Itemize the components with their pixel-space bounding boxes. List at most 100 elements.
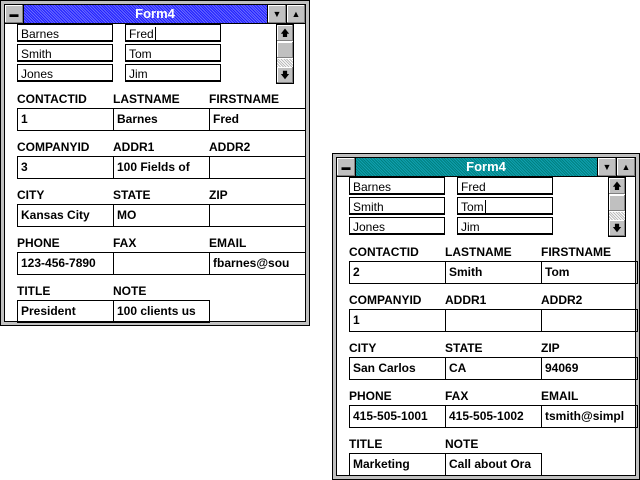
- companyid-field[interactable]: 1: [349, 309, 446, 332]
- addr2-label: ADDR2: [209, 140, 251, 154]
- contactid-label: CONTACTID: [17, 92, 87, 106]
- companyid-field[interactable]: 3: [17, 156, 114, 179]
- email-field[interactable]: fbarnes@sou: [209, 252, 306, 275]
- scroll-up-arrow-icon[interactable]: 🡅: [609, 178, 625, 194]
- list-scrollbar[interactable]: 🡅 🡇: [608, 177, 626, 237]
- fax-field[interactable]: 415-505-1002: [445, 405, 542, 428]
- list-cell-lastname[interactable]: Smith: [349, 197, 445, 215]
- title-bar[interactable]: ▬ Form4 ▼ ▲: [337, 158, 635, 177]
- zip-field[interactable]: [209, 204, 306, 227]
- companyid-label: COMPANYID: [349, 293, 422, 307]
- email-label: EMAIL: [541, 389, 579, 403]
- email-label: EMAIL: [209, 236, 247, 250]
- maximize-button[interactable]: ▲: [616, 158, 635, 176]
- addr2-field[interactable]: [209, 156, 306, 179]
- maximize-button[interactable]: ▲: [286, 5, 305, 23]
- phone-label: PHONE: [17, 236, 60, 250]
- title-field[interactable]: Marketing: [349, 453, 446, 476]
- title-label: TITLE: [349, 437, 383, 451]
- contactid-field[interactable]: 1: [17, 108, 114, 131]
- fax-label: FAX: [113, 236, 137, 250]
- cell-text: Tom: [129, 47, 152, 61]
- zip-label: ZIP: [209, 188, 228, 202]
- system-menu-button[interactable]: ▬: [5, 5, 24, 23]
- list-cell-firstname[interactable]: Jim: [457, 217, 553, 235]
- city-field[interactable]: San Carlos: [349, 357, 446, 380]
- list-scrollbar[interactable]: 🡅 🡇: [276, 24, 294, 84]
- phone-field[interactable]: 415-505-1001: [349, 405, 446, 428]
- minimize-button[interactable]: ▼: [597, 158, 616, 176]
- list-cell-lastname[interactable]: Barnes: [17, 24, 113, 42]
- city-field[interactable]: Kansas City: [17, 204, 114, 227]
- list-cell-firstname[interactable]: Fred: [125, 24, 221, 42]
- cell-text: Smith: [353, 200, 384, 214]
- note-field[interactable]: 100 clients us: [113, 300, 210, 323]
- contactid-field[interactable]: 2: [349, 261, 446, 284]
- state-field[interactable]: MO: [113, 204, 210, 227]
- window-title: Form4: [466, 159, 506, 174]
- scroll-track[interactable]: [277, 59, 293, 67]
- zip-field[interactable]: 94069: [541, 357, 638, 380]
- lastname-label: LASTNAME: [445, 245, 512, 259]
- addr1-label: ADDR1: [445, 293, 487, 307]
- firstname-label: FIRSTNAME: [541, 245, 611, 259]
- companyid-label: COMPANYID: [17, 140, 90, 154]
- list-cell-firstname[interactable]: Tom: [457, 197, 553, 215]
- text-caret: [484, 200, 486, 213]
- cell-text: Jones: [21, 67, 54, 81]
- lastname-field[interactable]: Barnes: [113, 108, 210, 131]
- email-field[interactable]: tsmith@simpl: [541, 405, 638, 428]
- cell-text: Jim: [461, 220, 480, 234]
- note-label: NOTE: [113, 284, 147, 298]
- cell-text: Tom: [461, 200, 484, 214]
- firstname-label: FIRSTNAME: [209, 92, 279, 106]
- scroll-track[interactable]: [609, 212, 625, 220]
- cell-text: Jim: [129, 67, 148, 81]
- form4-window-2: ▬ Form4 ▼ ▲ Barnes Fred Smith Tom Jones Jim 🡅…: [332, 153, 640, 480]
- form4-window-1: ▬ Form4 ▼ ▲ Barnes Fred Smith Tom Jones Jim 🡅…: [0, 0, 310, 326]
- list-cell-firstname[interactable]: Fred: [457, 177, 553, 195]
- addr2-label: ADDR2: [541, 293, 583, 307]
- lastname-field[interactable]: Smith: [445, 261, 542, 284]
- title-label: TITLE: [17, 284, 51, 298]
- title-bar[interactable]: ▬ Form4 ▼ ▲: [5, 5, 305, 24]
- system-menu-button[interactable]: ▬: [337, 158, 356, 176]
- scroll-thumb[interactable]: [609, 195, 625, 211]
- cell-text: Barnes: [353, 180, 392, 194]
- cell-text: Smith: [21, 47, 52, 61]
- title-field[interactable]: President: [17, 300, 114, 323]
- form-body: Barnes Fred Smith Tom Jones Jim 🡅 🡇 CONTACTID 2…: [337, 177, 638, 476]
- state-field[interactable]: CA: [445, 357, 542, 380]
- cell-text: Jones: [353, 220, 386, 234]
- fax-label: FAX: [445, 389, 469, 403]
- city-label: CITY: [17, 188, 45, 202]
- note-field[interactable]: Call about Ora: [445, 453, 542, 476]
- firstname-field[interactable]: Tom: [541, 261, 638, 284]
- scroll-down-arrow-icon[interactable]: 🡇: [277, 67, 293, 83]
- city-label: CITY: [349, 341, 377, 355]
- cell-text: Barnes: [21, 27, 60, 41]
- addr2-field[interactable]: [541, 309, 638, 332]
- note-label: NOTE: [445, 437, 479, 451]
- zip-label: ZIP: [541, 341, 560, 355]
- form-body: Barnes Fred Smith Tom Jones Jim 🡅 🡇 CONTACTID 1…: [5, 24, 306, 323]
- list-cell-lastname[interactable]: Jones: [349, 217, 445, 235]
- minimize-button[interactable]: ▼: [267, 5, 286, 23]
- list-cell-firstname[interactable]: Tom: [125, 44, 221, 62]
- window-title: Form4: [135, 6, 175, 21]
- lastname-label: LASTNAME: [113, 92, 180, 106]
- list-cell-lastname[interactable]: Barnes: [349, 177, 445, 195]
- list-cell-lastname[interactable]: Smith: [17, 44, 113, 62]
- list-cell-firstname[interactable]: Jim: [125, 64, 221, 82]
- phone-field[interactable]: 123-456-7890: [17, 252, 114, 275]
- firstname-field[interactable]: Fred: [209, 108, 306, 131]
- addr1-field[interactable]: 100 Fields of: [113, 156, 210, 179]
- text-caret: [154, 27, 156, 40]
- fax-field[interactable]: [113, 252, 210, 275]
- scroll-down-arrow-icon[interactable]: 🡇: [609, 220, 625, 236]
- addr1-field[interactable]: [445, 309, 542, 332]
- addr1-label: ADDR1: [113, 140, 155, 154]
- scroll-up-arrow-icon[interactable]: 🡅: [277, 25, 293, 41]
- scroll-thumb[interactable]: [277, 42, 293, 58]
- list-cell-lastname[interactable]: Jones: [17, 64, 113, 82]
